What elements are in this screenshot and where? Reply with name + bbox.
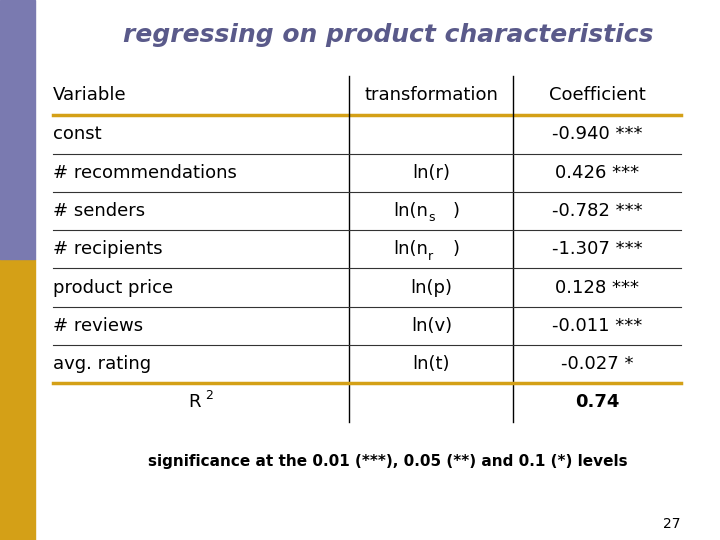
Text: R: R bbox=[189, 393, 201, 411]
Text: 27: 27 bbox=[663, 517, 680, 530]
Text: ln(v): ln(v) bbox=[411, 317, 452, 335]
Text: ln(n: ln(n bbox=[393, 240, 428, 258]
Text: r: r bbox=[428, 249, 433, 262]
Text: significance at the 0.01 (***), 0.05 (**) and 0.1 (*) levels: significance at the 0.01 (***), 0.05 (**… bbox=[148, 454, 628, 469]
Text: Coefficient: Coefficient bbox=[549, 85, 645, 104]
Text: ln(t): ln(t) bbox=[413, 355, 450, 373]
Text: -1.307 ***: -1.307 *** bbox=[552, 240, 642, 258]
Text: ): ) bbox=[452, 202, 459, 220]
Text: ): ) bbox=[452, 240, 459, 258]
Text: 0.128 ***: 0.128 *** bbox=[555, 279, 639, 296]
Text: ln(p): ln(p) bbox=[410, 279, 452, 296]
Text: product price: product price bbox=[53, 279, 173, 296]
Text: regressing on product characteristics: regressing on product characteristics bbox=[122, 23, 653, 47]
Text: 2: 2 bbox=[204, 389, 212, 402]
Text: -0.027 *: -0.027 * bbox=[561, 355, 634, 373]
Text: -0.782 ***: -0.782 *** bbox=[552, 202, 642, 220]
Text: avg. rating: avg. rating bbox=[53, 355, 151, 373]
Text: ln(n: ln(n bbox=[393, 202, 428, 220]
Text: 0.74: 0.74 bbox=[575, 393, 619, 411]
Text: Variable: Variable bbox=[53, 85, 127, 104]
Text: # reviews: # reviews bbox=[53, 317, 143, 335]
Text: 0.426 ***: 0.426 *** bbox=[555, 164, 639, 181]
Text: # recipients: # recipients bbox=[53, 240, 163, 258]
Text: # senders: # senders bbox=[53, 202, 145, 220]
Text: const: const bbox=[53, 125, 102, 144]
Text: transformation: transformation bbox=[364, 85, 498, 104]
Text: -0.011 ***: -0.011 *** bbox=[552, 317, 642, 335]
Text: # recommendations: # recommendations bbox=[53, 164, 237, 181]
Text: ln(r): ln(r) bbox=[413, 164, 451, 181]
Text: -0.940 ***: -0.940 *** bbox=[552, 125, 642, 144]
Text: s: s bbox=[428, 211, 434, 225]
